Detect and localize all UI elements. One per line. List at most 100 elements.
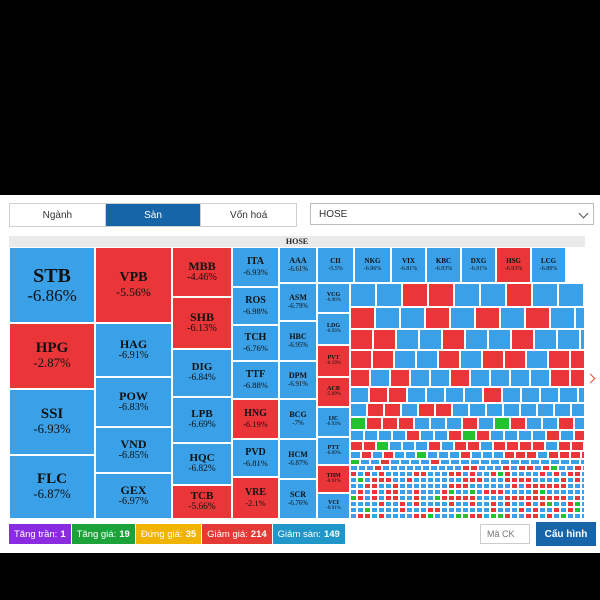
treemap-tile-small[interactable] xyxy=(582,465,585,471)
treemap-tile-small[interactable] xyxy=(554,403,571,417)
treemap-tile-small[interactable] xyxy=(581,495,585,501)
treemap-tile-small[interactable] xyxy=(539,471,546,477)
treemap-tile-small[interactable] xyxy=(476,495,483,501)
treemap-tile-small[interactable] xyxy=(490,495,497,501)
treemap-tile-small[interactable] xyxy=(460,350,482,369)
treemap-tile-small[interactable] xyxy=(584,283,586,307)
treemap-tile-small[interactable] xyxy=(553,513,560,519)
treemap-tile-small[interactable] xyxy=(427,513,434,519)
treemap-tile-small[interactable] xyxy=(420,430,434,441)
treemap-tile-small[interactable] xyxy=(399,489,406,495)
treemap-tile-small[interactable] xyxy=(375,307,400,329)
treemap-tile-hcm[interactable]: HCM -6.87% xyxy=(279,439,317,479)
treemap-tile-small[interactable] xyxy=(511,495,518,501)
treemap-tile-small[interactable] xyxy=(560,507,567,513)
treemap-tile-ttf[interactable]: TTF -6.88% xyxy=(232,361,279,399)
treemap-tile-small[interactable] xyxy=(546,477,553,483)
treemap-tile-small[interactable] xyxy=(500,459,510,465)
treemap-tile-small[interactable] xyxy=(518,465,526,471)
treemap-tile-small[interactable] xyxy=(430,417,446,430)
treemap-tile-small[interactable] xyxy=(518,471,525,477)
treemap-tile-small[interactable] xyxy=(399,477,406,483)
treemap-tile-small[interactable] xyxy=(415,441,428,451)
treemap-tile-small[interactable] xyxy=(532,283,558,307)
treemap-tile-small[interactable] xyxy=(364,477,371,483)
treemap-tile-small[interactable] xyxy=(418,403,435,417)
treemap-tile-small[interactable] xyxy=(357,483,364,489)
treemap-tile-small[interactable] xyxy=(534,465,542,471)
treemap-tile-small[interactable] xyxy=(525,495,532,501)
treemap-tile-mbb[interactable]: MBB -4.46% xyxy=(172,247,232,297)
treemap-tile-small[interactable] xyxy=(525,483,532,489)
treemap-tile-small[interactable] xyxy=(560,501,567,507)
treemap-tile-dig[interactable]: DIG -6.84% xyxy=(172,349,232,397)
treemap-tile-small[interactable] xyxy=(470,459,480,465)
treemap-tile-small[interactable] xyxy=(435,403,452,417)
treemap-tile-small[interactable] xyxy=(518,513,525,519)
treemap-tile-small[interactable] xyxy=(558,441,571,451)
treemap-tile-small[interactable] xyxy=(470,465,478,471)
treemap-tile-small[interactable] xyxy=(416,451,427,459)
treemap-tile-small[interactable] xyxy=(482,350,504,369)
treemap-tile-small[interactable] xyxy=(532,471,539,477)
treemap-tile-small[interactable] xyxy=(539,477,546,483)
treemap-tile-small[interactable] xyxy=(350,489,357,495)
treemap-tile-small[interactable] xyxy=(455,513,462,519)
treemap-tile-small[interactable] xyxy=(402,441,415,451)
treemap-tile-small[interactable] xyxy=(427,483,434,489)
treemap-tile-small[interactable] xyxy=(371,471,378,477)
treemap-tile-small[interactable] xyxy=(392,477,399,483)
treemap-tile-small[interactable] xyxy=(490,477,497,483)
treemap-tile-small[interactable] xyxy=(392,430,406,441)
treemap-tile-small[interactable] xyxy=(567,477,574,483)
treemap-tile-small[interactable] xyxy=(378,430,392,441)
treemap-tile-small[interactable] xyxy=(385,507,392,513)
treemap-tile-small[interactable] xyxy=(378,489,385,495)
treemap-tile-small[interactable] xyxy=(385,495,392,501)
treemap-tile-small[interactable] xyxy=(367,403,384,417)
treemap-tile-small[interactable] xyxy=(510,459,520,465)
treemap-tile-small[interactable] xyxy=(434,507,441,513)
treemap-tile-small[interactable] xyxy=(570,451,581,459)
treemap-tile-small[interactable] xyxy=(486,465,494,471)
treemap-tile-small[interactable] xyxy=(581,483,585,489)
treemap-tile-small[interactable] xyxy=(442,329,465,350)
treemap-tile-small[interactable] xyxy=(350,350,372,369)
treemap-tile-small[interactable] xyxy=(518,501,525,507)
treemap-tile-small[interactable] xyxy=(430,459,440,465)
treemap-tile-small[interactable] xyxy=(406,483,413,489)
treemap-tile-small[interactable] xyxy=(385,513,392,519)
treemap-tile-small[interactable] xyxy=(416,350,438,369)
treemap-tile-small[interactable] xyxy=(553,477,560,483)
treemap-tile-small[interactable] xyxy=(550,307,575,329)
treemap-tile-small[interactable] xyxy=(350,495,357,501)
treemap-tile-small[interactable] xyxy=(350,430,364,441)
treemap-tile-small[interactable] xyxy=(372,350,394,369)
treemap-tile-small[interactable] xyxy=(364,471,371,477)
treemap-tile-small[interactable] xyxy=(483,489,490,495)
treemap-tile-small[interactable] xyxy=(350,283,376,307)
treemap-tile-small[interactable] xyxy=(374,465,382,471)
treemap-tile-dxg[interactable]: DXG -6.91% xyxy=(461,247,496,283)
treemap-tile-small[interactable] xyxy=(493,451,504,459)
treemap-tile-small[interactable] xyxy=(578,387,585,403)
treemap-tile-small[interactable] xyxy=(511,513,518,519)
treemap-tile-small[interactable] xyxy=(490,430,504,441)
treemap-tile-small[interactable] xyxy=(553,507,560,513)
treemap-tile-small[interactable] xyxy=(414,465,422,471)
treemap-tile-small[interactable] xyxy=(434,495,441,501)
treemap-tile-small[interactable] xyxy=(464,387,483,403)
treemap-tile-small[interactable] xyxy=(462,483,469,489)
treemap-tile-cii[interactable]: CII -5.5% xyxy=(317,247,354,283)
treemap-tile-small[interactable] xyxy=(480,283,506,307)
treemap-tile-vix[interactable]: VIX -6.81% xyxy=(391,247,426,283)
treemap-tile-small[interactable] xyxy=(371,477,378,483)
treemap-tile-small[interactable] xyxy=(540,387,559,403)
treemap-tile-small[interactable] xyxy=(574,477,581,483)
treemap-tile-small[interactable] xyxy=(503,403,520,417)
treemap-tile-small[interactable] xyxy=(413,495,420,501)
config-button[interactable]: Cấu hình xyxy=(536,522,596,546)
treemap-tile-small[interactable] xyxy=(450,459,460,465)
treemap-tile-small[interactable] xyxy=(427,477,434,483)
treemap-tile-small[interactable] xyxy=(449,451,460,459)
